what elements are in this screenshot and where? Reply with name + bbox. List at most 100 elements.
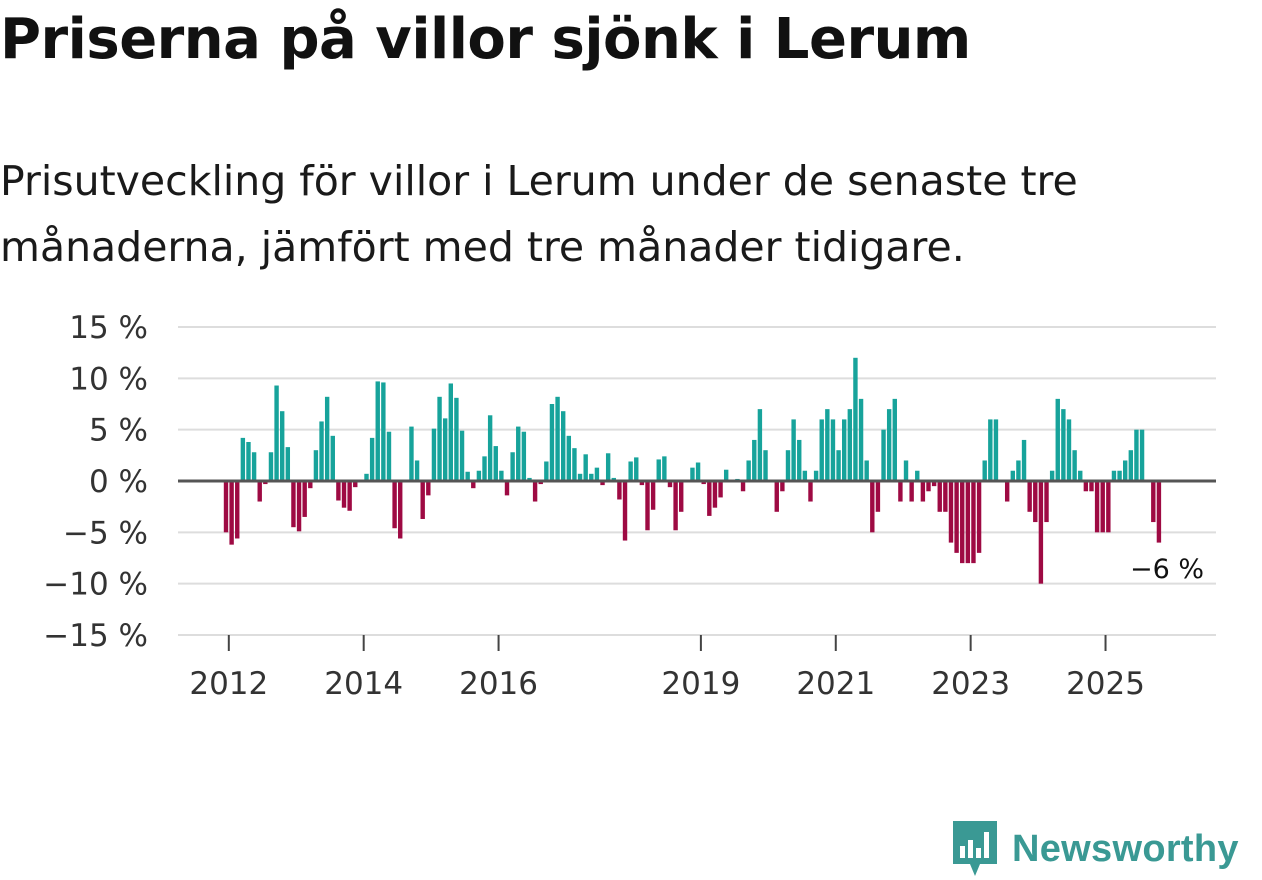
y-axis-ticks: 15 %10 %5 %0 %−5 %−10 %−15 % (43, 310, 148, 654)
bar (449, 383, 453, 481)
last-value-label: −6 % (1130, 554, 1204, 585)
x-tick-label: 2021 (796, 666, 875, 702)
bar (741, 481, 745, 491)
bars (224, 358, 1161, 584)
y-tick-label: 10 % (69, 361, 148, 397)
bar (494, 446, 498, 481)
bar (319, 421, 323, 481)
bar (853, 358, 857, 481)
bar (1056, 399, 1060, 481)
bar (314, 450, 318, 481)
bar (550, 404, 554, 481)
bar (1095, 481, 1099, 532)
bar (297, 481, 301, 531)
bar (1140, 430, 1144, 481)
bar (533, 481, 537, 502)
bar (926, 481, 930, 491)
bar (881, 430, 885, 481)
bar (859, 399, 863, 481)
bar (983, 460, 987, 481)
newsworthy-logo-icon (950, 818, 1000, 880)
bar (224, 481, 228, 532)
bar (258, 481, 262, 502)
bar (898, 481, 902, 502)
bar (241, 438, 245, 481)
bar (831, 419, 835, 481)
bar (1011, 471, 1015, 481)
bar (893, 399, 897, 481)
bar (673, 481, 677, 530)
bar (555, 397, 559, 481)
bar (477, 471, 481, 481)
bar (347, 481, 351, 511)
bar (791, 419, 795, 481)
bar (775, 481, 779, 512)
x-tick-label: 2016 (459, 666, 538, 702)
bar (763, 450, 767, 481)
bar (1039, 481, 1043, 584)
bar (876, 481, 880, 512)
bar (342, 481, 346, 508)
y-tick-label: −10 % (43, 567, 148, 603)
bar (426, 481, 430, 495)
bar (1016, 460, 1020, 481)
bar (381, 382, 385, 481)
bar (583, 454, 587, 481)
bar (269, 452, 273, 481)
bar (1123, 460, 1127, 481)
x-tick-label: 2012 (189, 666, 268, 702)
bar (1078, 471, 1082, 481)
x-tick-label: 2025 (1066, 666, 1145, 702)
bar (499, 471, 503, 481)
bar (392, 481, 396, 528)
bar (1151, 481, 1155, 522)
bar (421, 481, 425, 519)
bar (954, 481, 958, 553)
bar (516, 427, 520, 481)
bar (409, 427, 413, 481)
bar (1157, 481, 1161, 543)
bar (909, 481, 913, 502)
bar (325, 397, 329, 481)
y-tick-label: −5 % (63, 515, 148, 551)
brand-name: Newsworthy (1012, 828, 1239, 871)
bar (510, 452, 514, 481)
bar (825, 409, 829, 481)
bar (758, 409, 762, 481)
bar (679, 481, 683, 512)
bar (820, 419, 824, 481)
bar (291, 481, 295, 527)
bar (977, 481, 981, 553)
bar (842, 419, 846, 481)
bar (280, 411, 284, 481)
bar (713, 481, 717, 508)
bar (522, 432, 526, 481)
bar (786, 450, 790, 481)
bar (651, 481, 655, 510)
bar (836, 450, 840, 481)
bar (634, 457, 638, 481)
bar (606, 453, 610, 481)
bar (707, 481, 711, 516)
bar (915, 471, 919, 481)
bar (286, 447, 290, 481)
bar (488, 415, 492, 481)
bar (1027, 481, 1031, 512)
bar (1084, 481, 1088, 491)
bar (943, 481, 947, 512)
bar (561, 411, 565, 481)
bar (336, 481, 340, 501)
bar (808, 481, 812, 502)
bar (1022, 440, 1026, 481)
bar (376, 381, 380, 481)
bar (814, 471, 818, 481)
bar (1129, 450, 1133, 481)
bar (572, 448, 576, 481)
newsworthy-logo[interactable]: Newsworthy (950, 818, 1239, 880)
bar (657, 459, 661, 481)
bar (398, 481, 402, 538)
bar (437, 397, 441, 481)
bar (544, 461, 548, 481)
x-tick-label: 2019 (661, 666, 740, 702)
bar (662, 456, 666, 481)
